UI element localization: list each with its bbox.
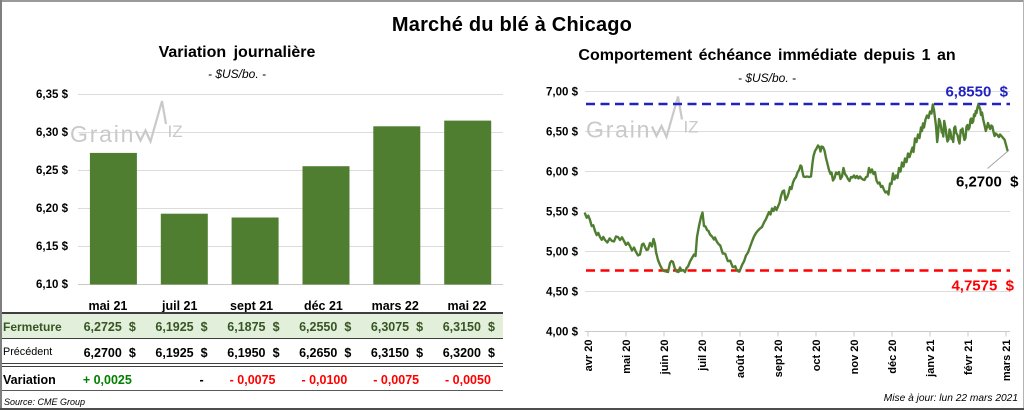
svg-text:juil 20: juil 20 <box>697 340 709 372</box>
svg-text:6,2700 $: 6,2700 $ <box>956 174 1019 191</box>
svg-text:6,00 $: 6,00 $ <box>546 167 579 179</box>
svg-text:4,00 $: 4,00 $ <box>546 327 579 339</box>
svg-text:déc 20: déc 20 <box>887 340 899 374</box>
svg-text:6,30 $: 6,30 $ <box>36 127 69 139</box>
svg-text:4,50 $: 4,50 $ <box>546 287 579 299</box>
svg-text:4,7575 $: 4,7575 $ <box>951 278 1014 295</box>
svg-text:6,15 $: 6,15 $ <box>36 241 69 253</box>
svg-text:5,50 $: 5,50 $ <box>546 207 579 219</box>
svg-text:oct 20: oct 20 <box>811 340 823 372</box>
svg-text:août 20: août 20 <box>735 340 747 379</box>
svg-text:6,35 $: 6,35 $ <box>36 89 69 101</box>
svg-text:6,20 $: 6,20 $ <box>36 203 69 215</box>
svg-text:6,25 $: 6,25 $ <box>36 165 69 177</box>
svg-text:mars 21: mars 21 <box>1001 340 1013 382</box>
svg-text:7,00 $: 7,00 $ <box>546 87 579 99</box>
svg-text:nov 20: nov 20 <box>849 340 861 375</box>
svg-text:6,50 $: 6,50 $ <box>546 127 579 139</box>
svg-text:juin 20: juin 20 <box>659 340 671 376</box>
svg-text:sept 20: sept 20 <box>773 340 785 378</box>
svg-text:janv 21: janv 21 <box>925 340 937 378</box>
svg-text:avr 20: avr 20 <box>583 340 595 372</box>
svg-text:6,8550 $: 6,8550 $ <box>945 84 1008 101</box>
svg-text:6,10 $: 6,10 $ <box>36 279 69 291</box>
svg-text:févr 21: févr 21 <box>963 340 975 375</box>
svg-text:mai 20: mai 20 <box>621 340 633 374</box>
svg-text:5,00 $: 5,00 $ <box>546 247 579 259</box>
